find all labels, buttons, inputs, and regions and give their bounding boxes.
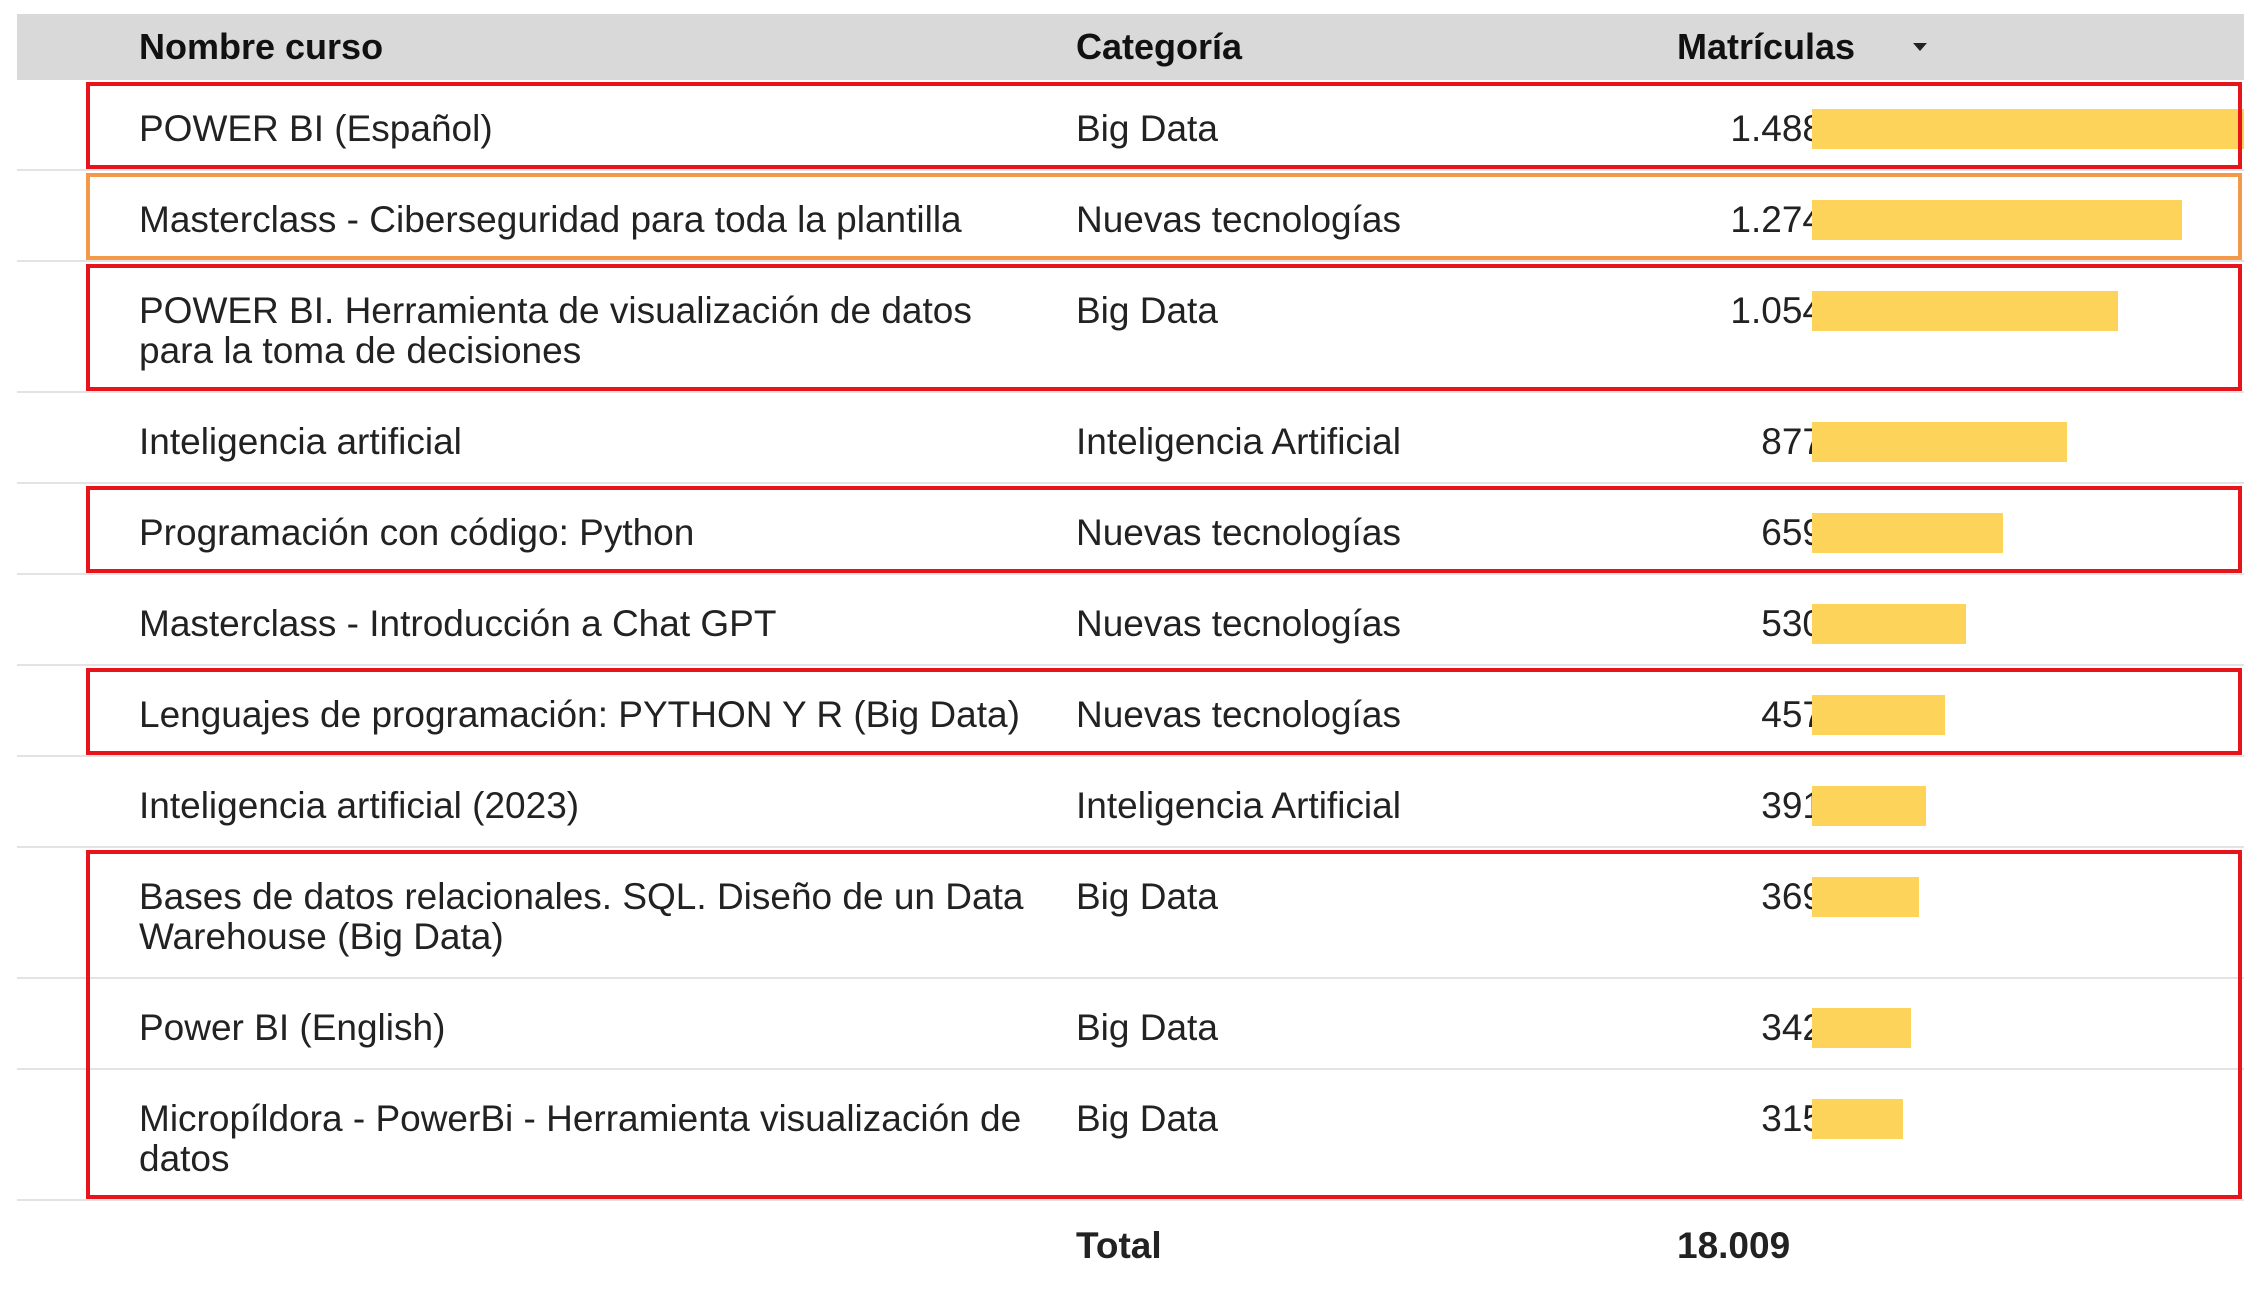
course-name: Inteligencia artificial [139, 421, 462, 462]
bar [1812, 695, 1945, 735]
sort-arrow[interactable] [1913, 43, 1927, 51]
bar [1812, 877, 1920, 917]
course-name: Inteligencia artificial (2023) [139, 785, 580, 826]
table-body: POWER BI (Español) Big Data 1.488 Mastercla… [0, 80, 2244, 1291]
enrollments: 1.488 [1730, 108, 1823, 149]
category: Inteligencia Artificial [1076, 785, 1401, 826]
total-label: Total [1076, 1225, 1162, 1266]
total-value: 18.009 [1677, 1225, 1791, 1266]
bar [1812, 786, 1926, 826]
table-row: POWER BI. Herramienta de visualización d… [17, 262, 2244, 393]
bar [1812, 513, 2004, 553]
course-name: Power BI (English) [139, 1007, 446, 1048]
table-row: Lenguajes de programación: PYTHON Y R (B… [17, 666, 2244, 757]
table-row: Bases de datos relacionales. SQL. Diseño… [17, 848, 2244, 979]
bar [1812, 604, 1966, 644]
table-row: Programación con código: Python Nuevas te… [17, 484, 2244, 575]
table-row: Micropíldora - PowerBi - Herramienta vis… [17, 1070, 2244, 1201]
bar [1812, 200, 2182, 240]
category: Big Data [1076, 108, 1218, 149]
course-name: Bases de datos relacionales. SQL. Diseño… [139, 876, 1024, 957]
course-name: Masterclass - Introducción a Chat GPT [139, 603, 777, 644]
bar [1812, 109, 2244, 149]
category: Big Data [1076, 876, 1218, 917]
category: Big Data [1076, 1098, 1218, 1139]
bar [1812, 291, 2118, 331]
course-name: POWER BI. Herramienta de visualización d… [139, 290, 972, 371]
category: Nuevas tecnologías [1076, 603, 1401, 644]
bar [1812, 1099, 1904, 1139]
category: Big Data [1076, 1007, 1218, 1048]
table-row: Power BI (English) Big Data 342 [17, 979, 2244, 1070]
course-name: Programación con código: Python [139, 512, 695, 553]
table-row: Masterclass - Ciberseguridad para toda l… [17, 171, 2244, 262]
category: Big Data [1076, 290, 1218, 331]
category: Inteligencia Artificial [1076, 421, 1401, 462]
course-name: Masterclass - Ciberseguridad para toda l… [139, 199, 962, 240]
total-row: Total 18.009 [17, 1201, 2244, 1291]
bar [1812, 422, 2067, 462]
category: Nuevas tecnologías [1076, 512, 1401, 553]
course-name: POWER BI (Español) [139, 108, 493, 149]
column-header[interactable]: Matrículas [1677, 26, 1856, 67]
table-row: POWER BI (Español) Big Data 1.488 [17, 80, 2244, 171]
category: Nuevas tecnologías [1076, 199, 1401, 240]
course-name: Lenguajes de programación: PYTHON Y R (B… [139, 694, 1020, 735]
bar [1812, 1008, 1912, 1048]
table-row: Masterclass - Introducción a Chat GPT Nue… [17, 575, 2244, 666]
category: Nuevas tecnologías [1076, 694, 1401, 735]
table-header: Nombre curso Categoría Matrículas [17, 14, 2244, 80]
table-row: Inteligencia artificial (2023) Inteligenc… [17, 757, 2244, 848]
enrollments: 1.274 [1730, 199, 1823, 240]
column-header[interactable]: Categoría [1076, 26, 1243, 67]
course-name: Micropíldora - PowerBi - Herramienta vis… [139, 1098, 1022, 1179]
enrollments: 1.054 [1730, 290, 1823, 331]
table-row: Inteligencia artificial Inteligencia Arti… [17, 393, 2244, 484]
column-header[interactable]: Nombre curso [139, 26, 384, 67]
